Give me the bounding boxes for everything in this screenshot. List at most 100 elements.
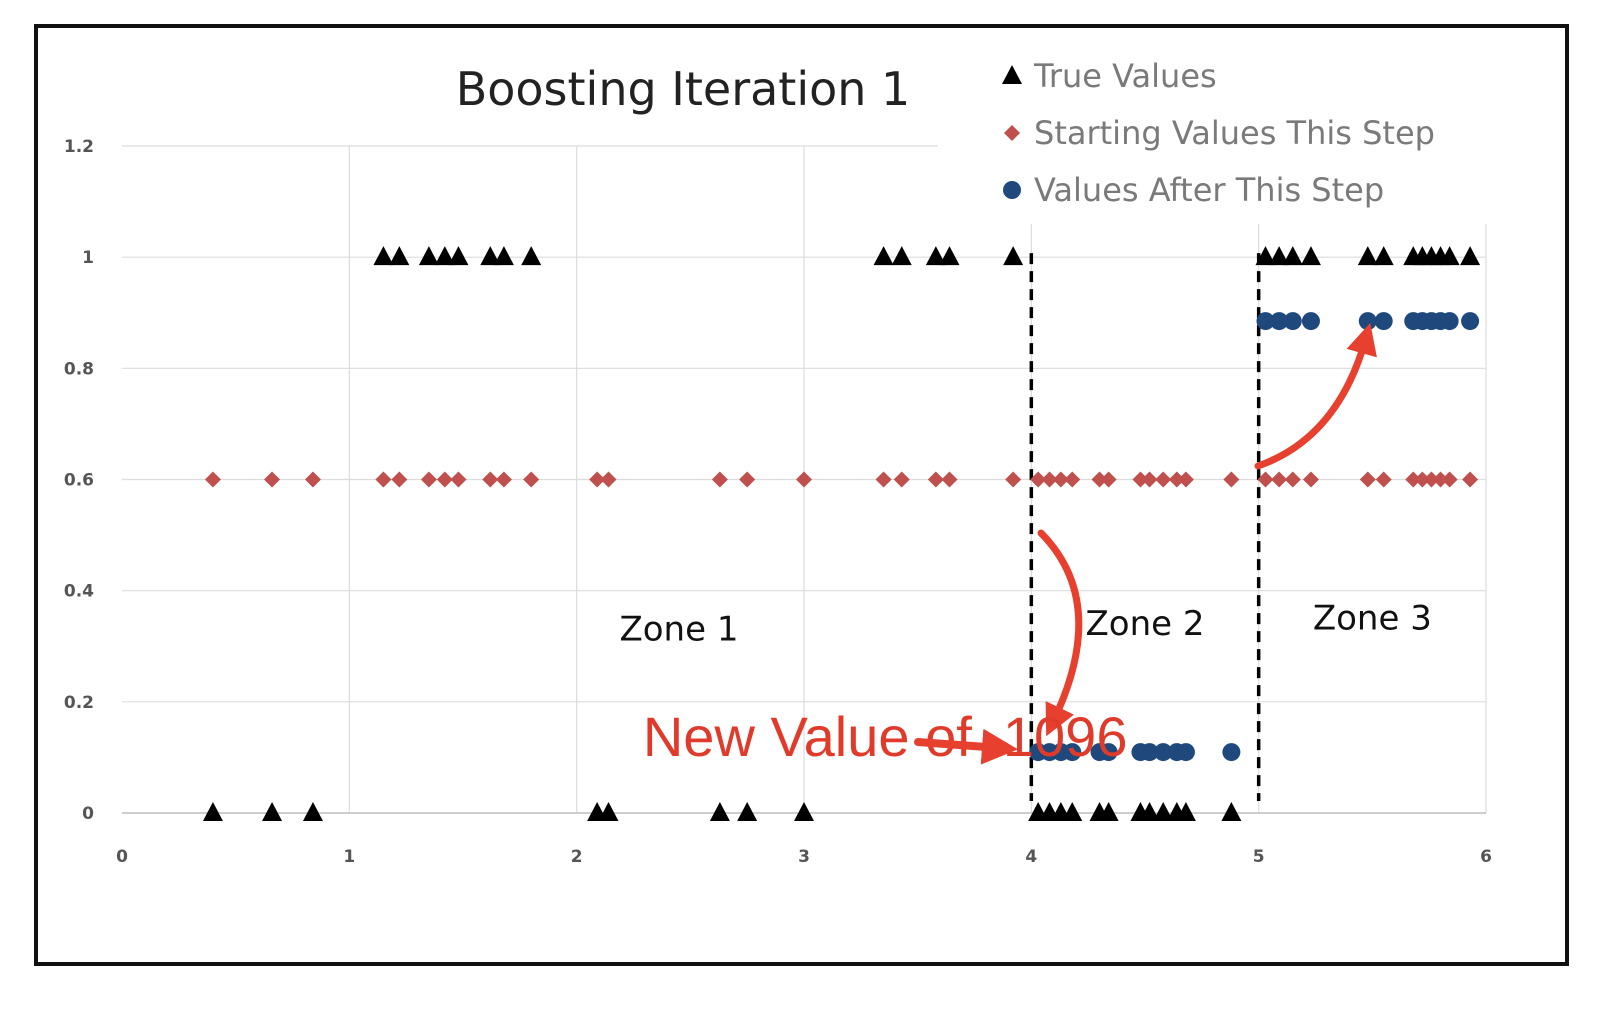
true-value-marker: [373, 246, 394, 266]
true-value-marker: [737, 802, 758, 821]
after-value-marker: [1176, 743, 1195, 762]
starting-value-marker: [1462, 471, 1479, 488]
starting-value-marker: [1359, 471, 1376, 488]
starting-value-marker: [941, 471, 958, 488]
starting-value-marker: [304, 471, 321, 488]
true-value-marker: [434, 246, 455, 266]
data-points: [202, 246, 1481, 821]
starting-value-marker: [1155, 471, 1172, 488]
after-value-marker: [1358, 312, 1377, 331]
starting-value-marker: [1405, 471, 1422, 488]
arrow-to-zone3-values: [1254, 322, 1377, 470]
arrow-to-zone2-values: [1037, 529, 1083, 737]
zone-label: Zone 1: [619, 610, 738, 650]
true-value-marker: [521, 246, 542, 266]
true-value-marker: [418, 246, 439, 266]
starting-value-marker: [927, 471, 944, 488]
y-tick-label: 1.2: [64, 137, 94, 157]
true-value-marker: [448, 246, 469, 266]
after-value-marker: [1283, 312, 1302, 331]
legend-label: Values After This Step: [1034, 171, 1384, 209]
legend-label: Starting Values This Step: [1034, 114, 1435, 152]
legend-background: [938, 54, 1498, 224]
y-tick-label: 0.2: [64, 693, 94, 713]
starting-value-marker: [1223, 471, 1240, 488]
true-value-marker: [1175, 802, 1196, 821]
scatter-chart: 0 0.2 0.4 0.6 0.8 1 1.2 0 1 2 3 4 5 6 True Values Star…: [64, 54, 1498, 867]
true-value-marker: [302, 802, 323, 821]
starting-value-marker: [1030, 471, 1047, 488]
starting-value-marker: [1271, 471, 1288, 488]
starting-value-marker: [264, 471, 281, 488]
true-value-marker: [202, 802, 223, 821]
after-value-marker: [1440, 312, 1459, 331]
x-tick-label: 6: [1480, 847, 1492, 867]
starting-value-marker: [1257, 471, 1274, 488]
true-value-marker: [598, 802, 619, 821]
annotations: Zone 1 Zone 2 Zone 3 New Value of .1096: [619, 322, 1432, 768]
starting-value-marker: [1441, 471, 1458, 488]
y-tick-label: 0: [82, 804, 94, 824]
starting-value-marker: [1091, 471, 1108, 488]
starting-value-marker: [739, 471, 756, 488]
true-value-marker: [1139, 802, 1160, 821]
x-tick-label: 1: [343, 847, 355, 867]
true-value-marker: [1255, 246, 1276, 266]
legend-label: True Values: [1033, 57, 1217, 95]
true-value-marker: [1373, 246, 1394, 266]
starting-value-marker: [204, 471, 221, 488]
after-value-marker: [1374, 312, 1393, 331]
starting-value-marker: [1302, 471, 1319, 488]
true-value-marker: [1153, 802, 1174, 821]
true-value-marker: [1460, 246, 1481, 266]
after-value-marker: [1461, 312, 1480, 331]
true-value-marker: [939, 246, 960, 266]
after-value-marker: [1099, 743, 1118, 762]
starting-value-marker: [482, 471, 499, 488]
true-value-marker: [1062, 802, 1083, 821]
starting-value-marker: [893, 471, 910, 488]
true-value-marker: [1282, 246, 1303, 266]
true-value-marker: [1439, 246, 1460, 266]
legend-diamond-icon: [1004, 125, 1020, 141]
true-value-marker: [1269, 246, 1290, 266]
starting-value-marker: [391, 471, 408, 488]
after-value-marker: [1154, 743, 1173, 762]
zone-label: Zone 3: [1313, 599, 1432, 639]
after-value-marker: [1140, 743, 1159, 762]
starting-value-marker: [1432, 471, 1449, 488]
starting-value-marker: [875, 471, 892, 488]
true-value-marker: [493, 246, 514, 266]
true-value-marker: [709, 802, 730, 821]
starting-value-marker: [1052, 471, 1069, 488]
zone-boundaries: [1029, 253, 1261, 801]
starting-value-marker: [796, 471, 812, 488]
true-value-marker: [873, 246, 894, 266]
true-value-marker: [794, 802, 814, 821]
starting-value-marker: [436, 471, 453, 488]
starting-value-marker: [1375, 471, 1392, 488]
starting-value-marker: [1177, 471, 1194, 488]
starting-value-marker: [450, 471, 467, 488]
after-value-marker: [1256, 312, 1275, 331]
true-value-marker: [1098, 802, 1119, 821]
chart-title: Boosting Iteration 1: [456, 62, 911, 116]
y-tick-label: 0.4: [64, 582, 94, 602]
starting-value-marker: [1141, 471, 1158, 488]
starting-value-marker: [1284, 471, 1301, 488]
x-tick-label: 4: [1025, 847, 1037, 867]
after-value-marker: [1222, 743, 1241, 762]
new-value-annotation: New Value of .1096: [643, 705, 1128, 768]
true-value-marker: [1357, 246, 1378, 266]
starting-value-marker: [1132, 471, 1149, 488]
legend-triangle-icon: [1002, 65, 1022, 84]
legend: True Values Starting Values This Step Valu…: [938, 54, 1498, 224]
true-value-marker: [1300, 246, 1321, 266]
y-tick-label: 0.6: [64, 471, 94, 491]
true-value-marker: [389, 246, 410, 266]
true-value-marker: [1221, 802, 1242, 821]
starting-value-marker: [1100, 471, 1117, 488]
starting-value-marker: [1041, 471, 1058, 488]
after-value-marker: [1063, 743, 1082, 762]
zone-label: Zone 2: [1086, 604, 1205, 644]
